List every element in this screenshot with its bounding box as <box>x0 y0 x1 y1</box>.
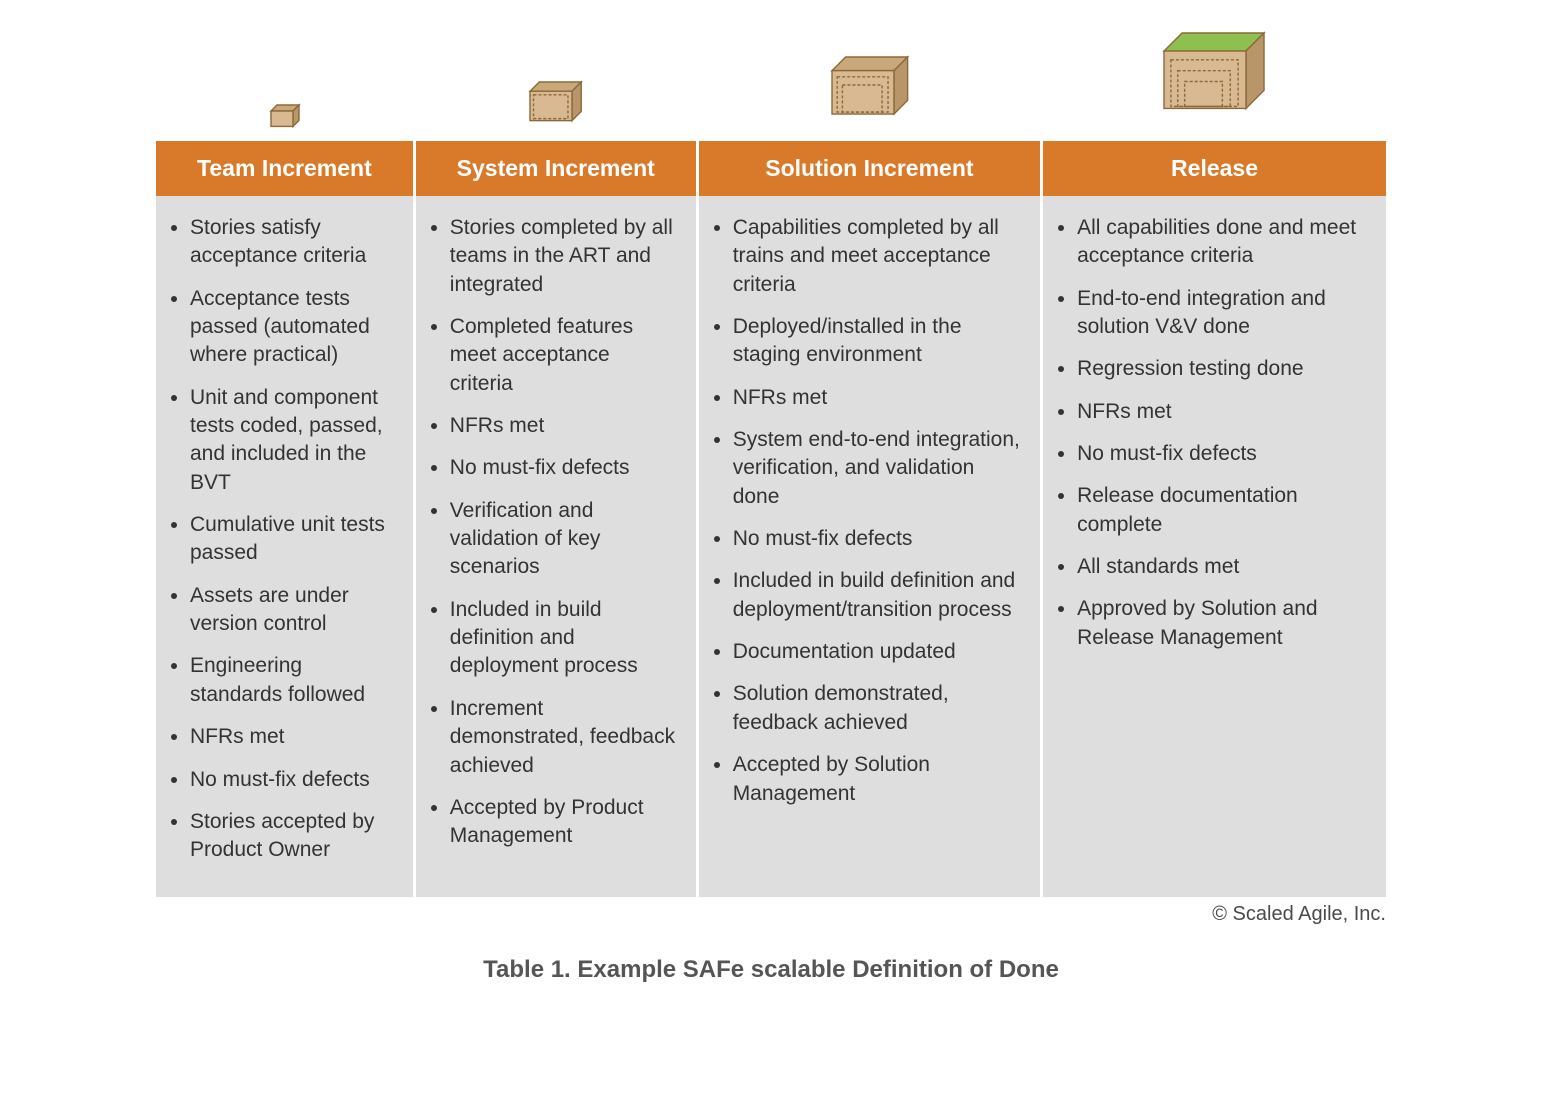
list-item: Regression testing done <box>1077 355 1368 383</box>
icon-row <box>156 40 1386 135</box>
list-item: Cumulative unit tests passed <box>190 511 395 568</box>
list-item: Capabilities completed by all trains and… <box>733 214 1022 299</box>
list-system: Stories completed by all teams in the AR… <box>428 214 678 851</box>
list-item: Accepted by Product Management <box>450 794 678 851</box>
list-item: Deployed/installed in the staging enviro… <box>733 313 1022 370</box>
cell-system: Stories completed by all teams in the AR… <box>414 196 697 897</box>
table-body-row: Stories satisfy acceptance criteria Accep… <box>156 196 1386 897</box>
list-item: Stories accepted by Product Owner <box>190 808 395 865</box>
list-item: Documentation updated <box>733 638 1022 666</box>
list-item: All standards met <box>1077 553 1368 581</box>
cell-solution: Capabilities completed by all trains and… <box>697 196 1041 897</box>
col-header-system: System Increment <box>414 141 697 196</box>
col-header-release: Release <box>1042 141 1386 196</box>
list-item: No must-fix defects <box>190 766 395 794</box>
list-item: NFRs met <box>450 412 678 440</box>
list-item: Increment demonstrated, feedback achieve… <box>450 695 678 780</box>
list-item: End-to-end integration and solution V&V … <box>1077 285 1368 342</box>
icon-cell-system <box>414 40 697 135</box>
dod-table: Team Increment System Increment Solution… <box>156 141 1386 897</box>
table-caption: Table 1. Example SAFe scalable Definitio… <box>156 956 1386 984</box>
copyright-text: © Scaled Agile, Inc. <box>156 903 1386 926</box>
list-item: Approved by Solution and Release Managem… <box>1077 595 1368 652</box>
list-item: No must-fix defects <box>450 454 678 482</box>
content-wrap: Team Increment System Increment Solution… <box>156 40 1386 984</box>
list-item: Accepted by Solution Management <box>733 751 1022 808</box>
box-icon-system <box>528 80 583 135</box>
list-item: Assets are under version control <box>190 582 395 639</box>
list-item: Solution demonstrated, feedback achieved <box>733 680 1022 737</box>
list-item: Verification and validation of key scena… <box>450 497 678 582</box>
list-item: No must-fix defects <box>733 525 1022 553</box>
table-header-row: Team Increment System Increment Solution… <box>156 141 1386 196</box>
col-header-team: Team Increment <box>156 141 414 196</box>
icon-cell-solution <box>697 40 1041 135</box>
list-item: Acceptance tests passed (automated where… <box>190 285 395 370</box>
list-item: Included in build definition and deploym… <box>450 596 678 681</box>
list-item: Release documentation complete <box>1077 482 1368 539</box>
list-item: Stories satisfy acceptance criteria <box>190 214 395 271</box>
box-icon-team <box>269 103 301 135</box>
list-item: NFRs met <box>190 723 395 751</box>
icon-cell-team <box>156 40 414 135</box>
list-item: Stories completed by all teams in the AR… <box>450 214 678 299</box>
list-release: All capabilities done and meet acceptanc… <box>1055 214 1368 652</box>
cell-release: All capabilities done and meet acceptanc… <box>1042 196 1386 897</box>
list-item: Engineering standards followed <box>190 652 395 709</box>
list-team: Stories satisfy acceptance criteria Accep… <box>168 214 395 865</box>
list-item: NFRs met <box>1077 398 1368 426</box>
list-item: Included in build definition and deploym… <box>733 567 1022 624</box>
col-header-solution: Solution Increment <box>697 141 1041 196</box>
list-item: Completed features meet acceptance crite… <box>450 313 678 398</box>
icon-cell-release <box>1042 40 1386 135</box>
list-item: No must-fix defects <box>1077 440 1368 468</box>
cell-team: Stories satisfy acceptance criteria Accep… <box>156 196 414 897</box>
list-item: Unit and component tests coded, passed, … <box>190 384 395 497</box>
list-solution: Capabilities completed by all trains and… <box>711 214 1022 808</box>
list-item: NFRs met <box>733 384 1022 412</box>
list-item: System end-to-end integration, verificat… <box>733 426 1022 511</box>
box-icon-solution <box>830 55 910 135</box>
list-item: All capabilities done and meet acceptanc… <box>1077 214 1368 271</box>
box-icon-release <box>1162 31 1266 135</box>
